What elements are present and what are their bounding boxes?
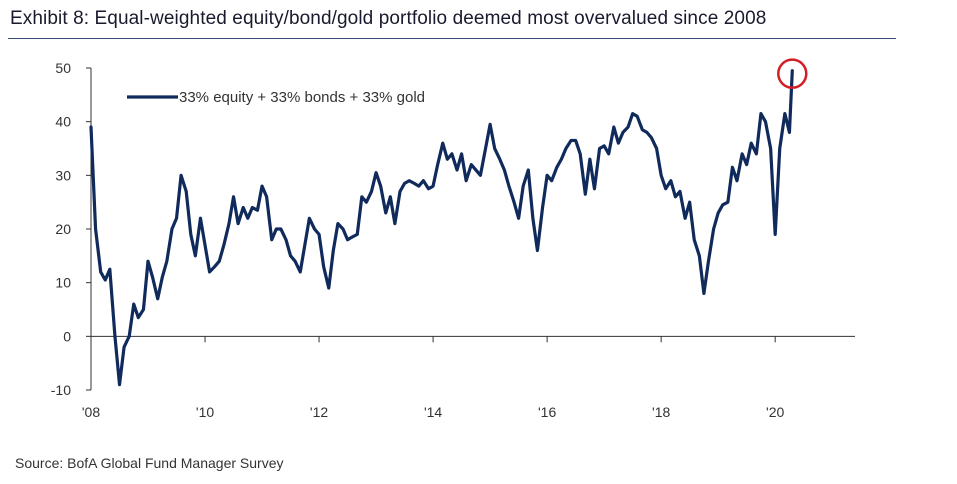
x-tick-label: '14	[424, 404, 442, 420]
x-tick-label: '20	[766, 404, 784, 420]
y-tick-label: 20	[55, 221, 71, 237]
line-chart: 50 40 30 20 10 0 -10 '08 '10 '12 '14 '16 '18 '20 33%…	[51, 58, 855, 420]
x-tick-label: '18	[652, 404, 670, 420]
y-tick-label: 50	[55, 60, 71, 76]
legend-label: 33% equity + 33% bonds + 33% gold	[179, 89, 425, 106]
x-tick-label: '08	[82, 404, 100, 420]
x-tick-label: '12	[310, 404, 328, 420]
y-tick-label: 40	[55, 114, 71, 130]
series-group	[89, 69, 794, 387]
highlight-group	[777, 58, 808, 89]
chart-axes	[90, 68, 855, 390]
y-axis-ticks: 50 40 30 20 10 0 -10	[51, 60, 91, 398]
x-tick-label: '16	[538, 404, 556, 420]
highlight-circle	[777, 58, 808, 89]
y-tick-label: 10	[55, 275, 71, 291]
title-divider	[8, 38, 896, 39]
source-note: Source: BofA Global Fund Manager Survey	[15, 455, 284, 471]
x-tick-label: '10	[196, 404, 214, 420]
y-tick-label: 30	[55, 167, 71, 183]
y-tick-label: -10	[51, 382, 71, 398]
series-line-0	[89, 69, 794, 387]
chart-title: Exhibit 8: Equal-weighted equity/bond/go…	[10, 8, 767, 29]
y-tick-label: 0	[63, 328, 71, 344]
chart-legend: 33% equity + 33% bonds + 33% gold	[127, 89, 425, 106]
x-axis-ticks: '08 '10 '12 '14 '16 '18 '20	[82, 336, 785, 420]
